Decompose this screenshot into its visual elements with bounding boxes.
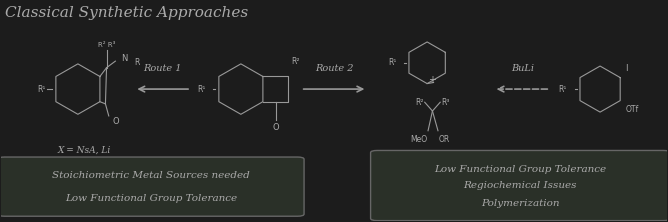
Text: Route 2: Route 2 — [315, 64, 353, 73]
Text: R²: R² — [415, 98, 424, 107]
Text: O: O — [112, 117, 119, 126]
FancyBboxPatch shape — [0, 157, 304, 216]
Text: N: N — [121, 54, 127, 63]
Text: R: R — [134, 58, 140, 67]
FancyBboxPatch shape — [371, 151, 668, 221]
Text: Classical Synthetic Approaches: Classical Synthetic Approaches — [5, 6, 248, 20]
Text: R¹: R¹ — [558, 85, 567, 94]
Text: R¹: R¹ — [37, 85, 46, 94]
Text: R¹: R¹ — [197, 85, 206, 94]
Text: Regiochemical Issues: Regiochemical Issues — [464, 181, 577, 190]
Text: R¹: R¹ — [388, 58, 396, 67]
Text: R³: R³ — [442, 98, 450, 107]
Text: OTf: OTf — [625, 105, 639, 114]
Text: R² R³: R² R³ — [98, 42, 115, 48]
Text: X = NsA, Li: X = NsA, Li — [58, 146, 111, 155]
Text: I: I — [625, 64, 628, 73]
Text: Route 1: Route 1 — [143, 64, 182, 73]
Text: Polymerization: Polymerization — [481, 199, 560, 208]
Text: O: O — [273, 123, 279, 131]
Text: MeO: MeO — [409, 135, 427, 144]
Text: Low Functional Group Tolerance: Low Functional Group Tolerance — [434, 165, 607, 174]
Text: Stoichiometric Metal Sources needed: Stoichiometric Metal Sources needed — [52, 171, 250, 180]
Text: BuLi: BuLi — [511, 64, 534, 73]
Text: R²: R² — [292, 57, 300, 65]
Text: OR: OR — [439, 135, 450, 144]
Text: Low Functional Group Tolerance: Low Functional Group Tolerance — [65, 194, 237, 203]
Text: +: + — [428, 75, 436, 85]
